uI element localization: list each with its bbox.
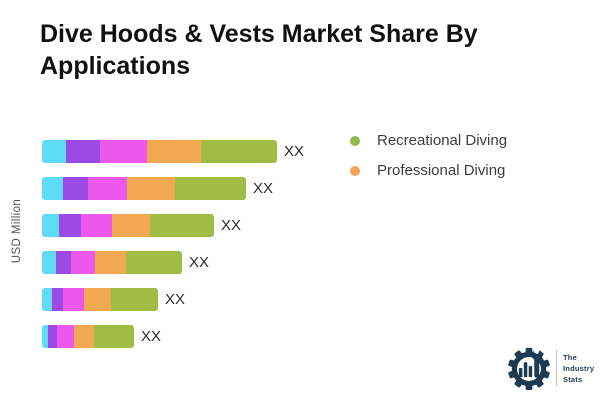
stacked-bar[interactable] [42,140,277,163]
stacked-bar[interactable] [42,325,134,348]
chart-title-line2: Applications [40,52,191,80]
bar-segment[interactable] [42,251,56,274]
bar-segment[interactable] [59,214,81,237]
bar-segment[interactable] [52,288,63,311]
logo-text-line2: Industry [563,363,595,373]
bar-value-label: XX [284,143,305,160]
stacked-bar[interactable] [42,288,158,311]
bar-segment[interactable] [42,214,59,237]
bar-value-label: XX [165,291,186,308]
legend-dot-icon [350,135,360,146]
bar-segment[interactable] [100,140,147,163]
bar-value-label: XX [253,180,274,197]
bar-segment[interactable] [84,288,111,311]
bar-segment[interactable] [42,325,48,348]
stacked-bar[interactable] [42,251,182,274]
bar-segment[interactable] [74,325,94,348]
bar-segment[interactable] [42,288,52,311]
bar-segment[interactable] [112,214,150,237]
bar-segment[interactable] [127,177,175,200]
bar-row: XX [42,288,304,311]
bar-row: XX [42,177,304,200]
bar-segment[interactable] [88,177,127,200]
legend-item-professional-diving[interactable]: Professional Diving [350,160,507,181]
bar-row: XX [42,214,304,237]
legend-item-recreational-diving[interactable]: Recreational Diving [350,130,507,151]
bar-value-label: XX [189,254,210,271]
bar-segment[interactable] [147,140,201,163]
bar-segment[interactable] [111,288,158,311]
bar-segment[interactable] [150,214,214,237]
y-axis-label: USD Million [11,198,23,264]
legend: Recreational Diving Professional Diving [350,130,507,181]
bar-segment[interactable] [201,140,277,163]
chart-title: Dive Hoods & Vests Market Share By Appli… [40,18,560,82]
chart-title-line1: Dive Hoods & Vests Market Share By [40,20,478,48]
legend-label: Professional Diving [377,162,506,179]
logo-divider [556,350,557,386]
stacked-bar[interactable] [42,214,214,237]
legend-label: Recreational Diving [377,132,508,149]
bar-segment[interactable] [71,251,95,274]
logo-text-line1: The [563,352,577,362]
bar-segment[interactable] [63,177,88,200]
bar-segment[interactable] [95,251,126,274]
bar-segment[interactable] [126,251,182,274]
logo-text-line3: Stats [563,374,583,384]
gear-wrench-logo-icon [508,346,550,391]
bar-value-label: XX [141,328,162,345]
bar-segment[interactable] [66,140,100,163]
bar-segment[interactable] [94,325,134,348]
bar-segment[interactable] [175,177,246,200]
stacked-bar[interactable] [42,177,246,200]
bar-segment[interactable] [56,251,71,274]
bar-row: XX [42,251,304,274]
industry-stats-watermark: The Industry Stats [506,345,594,391]
bar-row: XX [42,140,304,163]
bar-value-label: XX [221,217,242,234]
logo-text: The Industry Stats [563,352,594,385]
bar-segment[interactable] [42,177,63,200]
bar-segment[interactable] [48,325,57,348]
bar-segment[interactable] [57,325,74,348]
legend-dot-icon [350,165,360,176]
bar-segment[interactable] [63,288,84,311]
bar-chart-area: XX XX XX XX XX XX [42,140,304,362]
bar-segment[interactable] [81,214,112,237]
bar-segment[interactable] [42,140,66,163]
bar-row: XX [42,325,304,348]
